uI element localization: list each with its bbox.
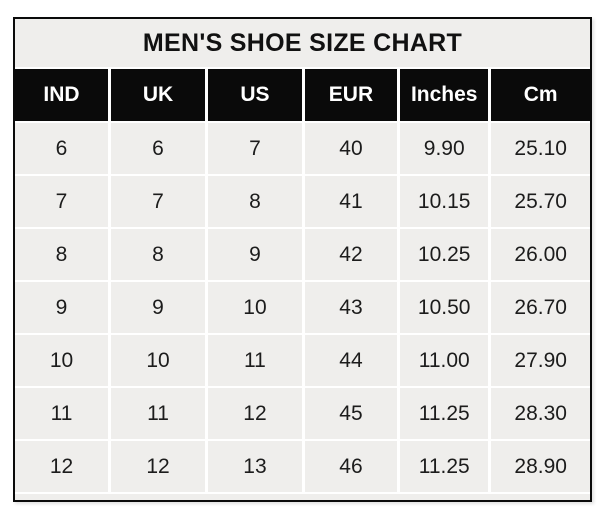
cell-cm: 27.90 [491, 335, 590, 386]
cell-eur: 40 [304, 123, 398, 174]
cell-ind: 10 [15, 335, 109, 386]
table-header-row: IND UK US EUR Inches Cm [15, 69, 590, 121]
cell-us: 13 [207, 441, 302, 492]
cell-uk: 8 [111, 229, 205, 280]
cell-cm: 26.00 [491, 229, 590, 280]
table-row: 11 11 12 45 11.25 28.30 [15, 388, 590, 439]
cell-uk: 12 [111, 441, 205, 492]
table-row: 12 12 13 46 11.25 28.90 [15, 441, 590, 492]
cell-uk: 6 [111, 123, 205, 174]
cell-inches: 9.90 [400, 123, 489, 174]
table-row: 6 6 7 40 9.90 25.10 [15, 123, 590, 174]
cell-ind: 7 [15, 176, 109, 227]
cell-eur: 42 [304, 229, 398, 280]
column-header-uk: UK [111, 69, 205, 121]
cell-ind: 6 [15, 123, 109, 174]
cell-uk: 9 [111, 282, 205, 333]
cell-ind: 8 [15, 229, 109, 280]
cell-inches: 10.15 [400, 176, 489, 227]
table-row: 9 9 10 43 10.50 26.70 [15, 282, 590, 333]
column-header-inches: Inches [400, 69, 489, 121]
cell-ind: 9 [15, 282, 109, 333]
cell-inches: 10.50 [400, 282, 489, 333]
cell-uk: 11 [111, 388, 205, 439]
cell-eur: 41 [304, 176, 398, 227]
cell-inches: 11.00 [400, 335, 489, 386]
cell-us: 12 [207, 388, 302, 439]
cell-us: 8 [207, 176, 302, 227]
cell-eur: 44 [304, 335, 398, 386]
cell-ind: 12 [15, 441, 109, 492]
column-header-cm: Cm [491, 69, 590, 121]
cell-eur: 45 [304, 388, 398, 439]
cell-cm: 28.90 [491, 441, 590, 492]
cell-cm: 25.70 [491, 176, 590, 227]
cell-uk: 7 [111, 176, 205, 227]
table-row: 7 7 8 41 10.15 25.70 [15, 176, 590, 227]
cell-inches: 10.25 [400, 229, 489, 280]
table-row: 8 8 9 42 10.25 26.00 [15, 229, 590, 280]
cell-eur: 46 [304, 441, 398, 492]
cell-us: 10 [207, 282, 302, 333]
cell-us: 7 [207, 123, 302, 174]
cell-eur: 43 [304, 282, 398, 333]
cell-cm: 26.70 [491, 282, 590, 333]
table-footer-strip [15, 494, 590, 500]
cell-us: 9 [207, 229, 302, 280]
cell-cm: 25.10 [491, 123, 590, 174]
cell-inches: 11.25 [400, 441, 489, 492]
cell-cm: 28.30 [491, 388, 590, 439]
table-row: 10 10 11 44 11.00 27.90 [15, 335, 590, 386]
column-header-eur: EUR [304, 69, 398, 121]
cell-inches: 11.25 [400, 388, 489, 439]
cell-us: 11 [207, 335, 302, 386]
cell-uk: 10 [111, 335, 205, 386]
shoe-size-chart-table: MEN'S SHOE SIZE CHART IND UK US EUR Inch… [13, 17, 592, 502]
chart-title: MEN'S SHOE SIZE CHART [15, 19, 590, 67]
column-header-ind: IND [15, 69, 109, 121]
column-header-us: US [207, 69, 302, 121]
cell-ind: 11 [15, 388, 109, 439]
